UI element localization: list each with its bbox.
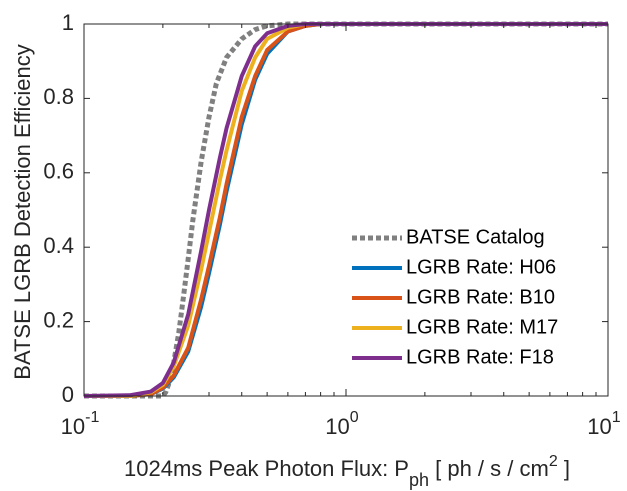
y-tick-label: 0.6 [43,159,74,184]
legend-label-2: LGRB Rate: B10 [406,286,555,308]
x-tick-label-base: 10 [587,414,611,439]
y-tick-label: 0 [62,382,74,407]
y-axis-title: BATSE LGRB Detection Efficiency [10,44,35,379]
x-tick-label-exponent: -1 [85,409,99,426]
x-axis-title-unit-end: ] [558,456,570,481]
y-tick-label: 0.4 [43,233,74,258]
x-axis-title-subscript: ph [409,470,429,490]
x-tick-label-base: 10 [61,414,85,439]
y-tick-label: 0.2 [43,307,74,332]
legend-label-4: LGRB Rate: F18 [406,346,554,368]
x-axis-title-superscript: 2 [549,453,558,470]
x-axis-title: 1024ms Peak Photon Flux: Pph [ ph / s / … [124,453,570,490]
series-line-4 [83,22,608,398]
x-tick-label-base: 10 [325,414,349,439]
legend-label-0: BATSE Catalog [406,226,545,248]
legend-label-3: LGRB Rate: M17 [406,316,558,338]
x-tick-label: 10-1 [61,409,100,439]
y-tick-label: 1 [62,10,74,35]
x-tick-label-exponent: 1 [612,409,621,426]
legend: BATSE Catalog LGRB Rate: H06 LGRB Rate: B1… [352,226,558,368]
x-tick-label: 101 [587,409,620,439]
x-axis-title-unit: [ ph / s / cm [429,456,549,481]
x-axis-title-main: 1024ms Peak Photon Flux: P [124,456,409,481]
series-line-2 [84,22,608,398]
x-tick-label: 100 [325,409,358,439]
y-tick-label: 0.8 [43,84,74,109]
legend-label-1: LGRB Rate: H06 [406,256,556,278]
x-tick-label-exponent: 0 [350,409,359,426]
series-group [83,21,608,399]
